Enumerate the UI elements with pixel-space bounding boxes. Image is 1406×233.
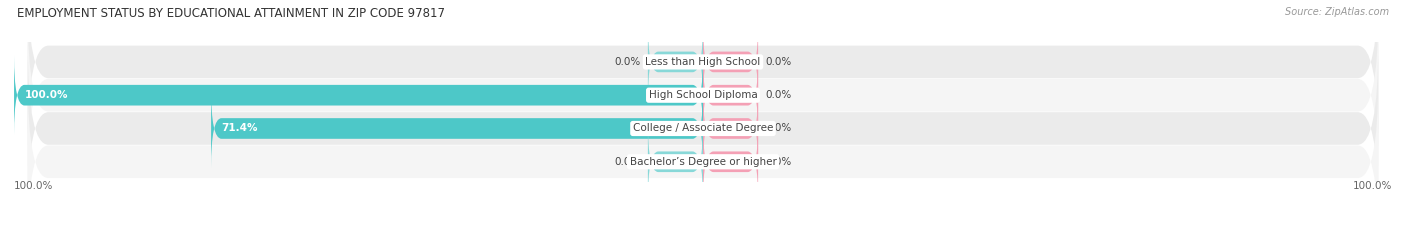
Text: EMPLOYMENT STATUS BY EDUCATIONAL ATTAINMENT IN ZIP CODE 97817: EMPLOYMENT STATUS BY EDUCATIONAL ATTAINM… xyxy=(17,7,444,20)
FancyBboxPatch shape xyxy=(28,45,1378,212)
Text: 0.0%: 0.0% xyxy=(765,123,792,134)
Text: 0.0%: 0.0% xyxy=(614,57,641,67)
FancyBboxPatch shape xyxy=(211,89,703,168)
Text: Bachelor’s Degree or higher: Bachelor’s Degree or higher xyxy=(630,157,776,167)
Text: 100.0%: 100.0% xyxy=(14,181,53,191)
Text: 71.4%: 71.4% xyxy=(221,123,257,134)
FancyBboxPatch shape xyxy=(703,89,758,168)
FancyBboxPatch shape xyxy=(648,22,703,102)
Text: 0.0%: 0.0% xyxy=(614,157,641,167)
Text: College / Associate Degree: College / Associate Degree xyxy=(633,123,773,134)
Text: 0.0%: 0.0% xyxy=(765,90,792,100)
FancyBboxPatch shape xyxy=(28,78,1378,233)
FancyBboxPatch shape xyxy=(703,122,758,201)
FancyBboxPatch shape xyxy=(14,56,703,135)
Text: 100.0%: 100.0% xyxy=(1353,181,1392,191)
FancyBboxPatch shape xyxy=(28,0,1378,145)
Text: 0.0%: 0.0% xyxy=(765,157,792,167)
Text: Source: ZipAtlas.com: Source: ZipAtlas.com xyxy=(1285,7,1389,17)
FancyBboxPatch shape xyxy=(28,12,1378,179)
FancyBboxPatch shape xyxy=(703,22,758,102)
Text: Less than High School: Less than High School xyxy=(645,57,761,67)
Text: High School Diploma: High School Diploma xyxy=(648,90,758,100)
FancyBboxPatch shape xyxy=(648,122,703,201)
FancyBboxPatch shape xyxy=(703,56,758,135)
Text: 100.0%: 100.0% xyxy=(24,90,67,100)
Legend: In Labor Force, Unemployed: In Labor Force, Unemployed xyxy=(610,231,796,233)
Text: 0.0%: 0.0% xyxy=(765,57,792,67)
